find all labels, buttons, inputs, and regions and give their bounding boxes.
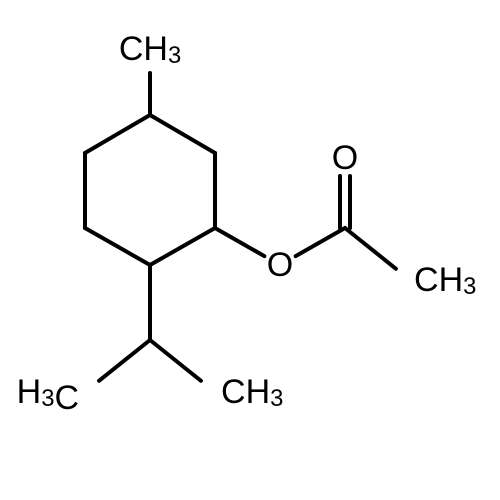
bond xyxy=(150,115,215,153)
bond xyxy=(85,228,150,265)
bond xyxy=(85,115,150,153)
bond xyxy=(296,228,345,256)
bond xyxy=(150,228,215,265)
atom-label: CH3 xyxy=(221,373,283,412)
atom-label: O xyxy=(267,246,293,284)
atom-label: CH3 xyxy=(414,261,476,300)
atom-label: O xyxy=(332,139,358,177)
atom-label: CH3 xyxy=(119,30,181,69)
bond xyxy=(345,228,396,269)
bond xyxy=(150,340,201,381)
atom-label: H3C xyxy=(17,373,79,417)
bond xyxy=(99,340,150,381)
chemical-structure: CH3 H3C CH3 O O CH3 xyxy=(0,0,500,500)
bond xyxy=(215,228,264,256)
